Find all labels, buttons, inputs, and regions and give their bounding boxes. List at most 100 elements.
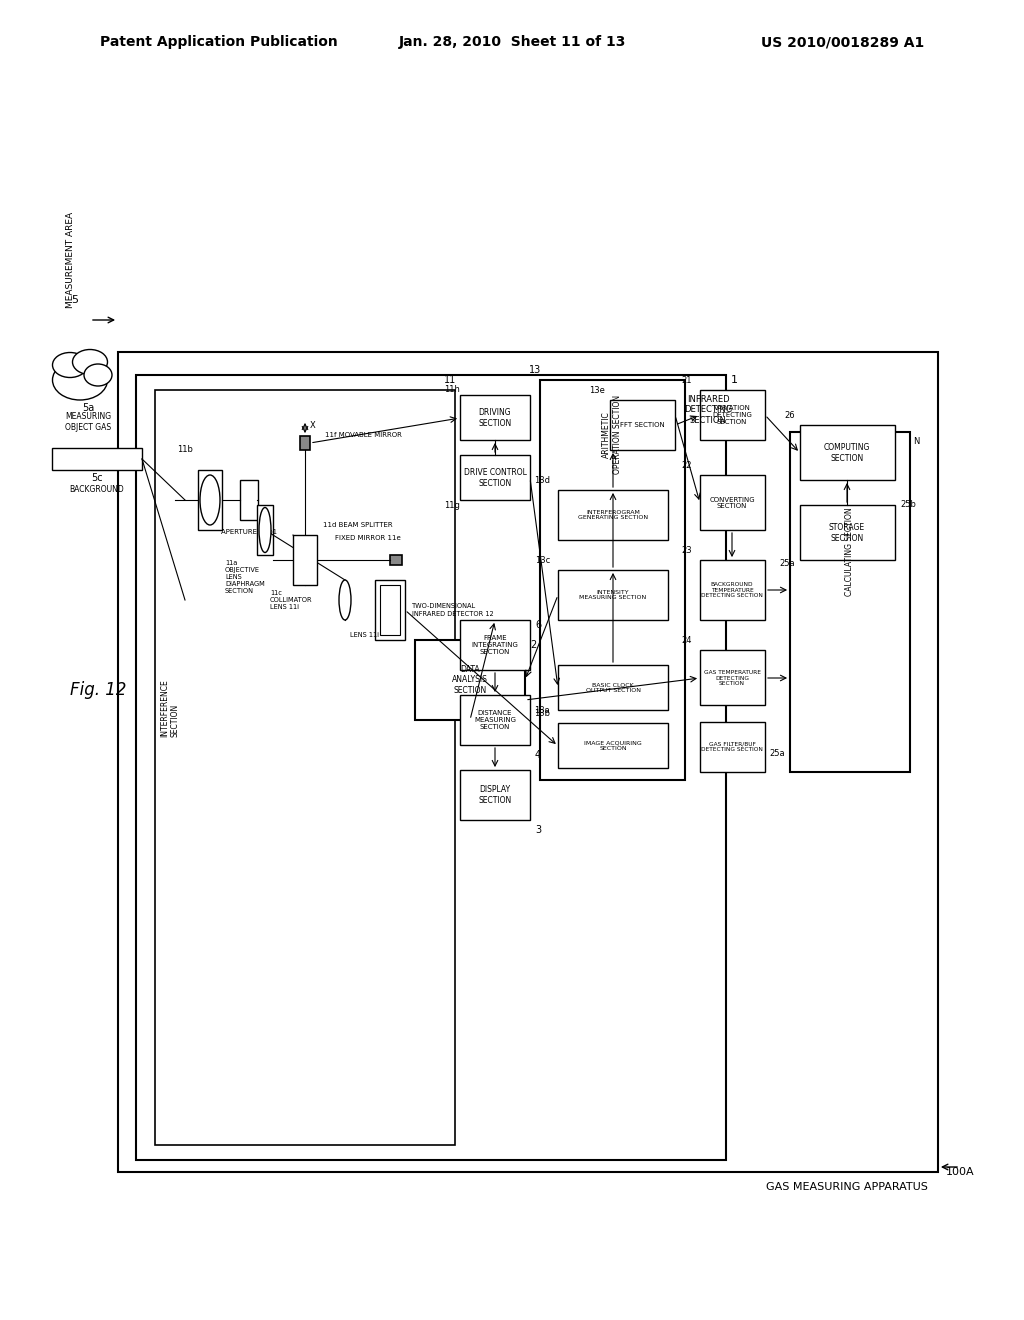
Text: 13e: 13e — [589, 385, 605, 395]
Text: 25a: 25a — [779, 558, 795, 568]
FancyBboxPatch shape — [240, 480, 258, 520]
Text: FRAME
INTEGRATING
SECTION: FRAME INTEGRATING SECTION — [472, 635, 518, 655]
Text: 13c: 13c — [535, 556, 550, 565]
Text: INTERFEROGRAM
GENERATING SECTION: INTERFEROGRAM GENERATING SECTION — [578, 510, 648, 520]
Text: BACKGROUND
TEMPERATURE
DETECTING SECTION: BACKGROUND TEMPERATURE DETECTING SECTION — [701, 582, 763, 598]
FancyBboxPatch shape — [700, 722, 765, 772]
FancyBboxPatch shape — [300, 436, 310, 450]
Text: 24: 24 — [682, 636, 692, 645]
FancyBboxPatch shape — [380, 585, 400, 635]
Ellipse shape — [84, 364, 112, 385]
Text: APERTURE 11b1: APERTURE 11b1 — [221, 529, 278, 535]
FancyBboxPatch shape — [610, 400, 675, 450]
FancyBboxPatch shape — [460, 696, 530, 744]
Text: CALCULATING SECTION: CALCULATING SECTION — [846, 508, 854, 597]
FancyBboxPatch shape — [375, 579, 406, 640]
FancyBboxPatch shape — [558, 665, 668, 710]
FancyBboxPatch shape — [558, 723, 668, 768]
FancyBboxPatch shape — [540, 380, 685, 780]
Text: 22: 22 — [682, 461, 692, 470]
Text: BASIC CLOCK
OUTPUT SECTION: BASIC CLOCK OUTPUT SECTION — [586, 682, 640, 693]
Text: TWO-DIMENSIONAL
INFRARED DETECTOR 12: TWO-DIMENSIONAL INFRARED DETECTOR 12 — [412, 603, 494, 616]
FancyBboxPatch shape — [198, 470, 222, 531]
Text: CONVERTING
SECTION: CONVERTING SECTION — [710, 496, 755, 510]
Text: 4: 4 — [535, 750, 541, 760]
FancyBboxPatch shape — [460, 620, 530, 671]
Text: X: X — [310, 421, 315, 429]
Text: 13d: 13d — [534, 477, 550, 484]
Text: BACKGROUND: BACKGROUND — [70, 486, 124, 495]
Text: FFT SECTION: FFT SECTION — [620, 422, 665, 428]
Text: STORAGE
SECTION: STORAGE SECTION — [829, 523, 865, 543]
Text: 26: 26 — [784, 411, 795, 420]
Text: 5: 5 — [72, 294, 79, 305]
FancyBboxPatch shape — [52, 447, 142, 470]
FancyBboxPatch shape — [460, 455, 530, 500]
Text: 13b: 13b — [534, 709, 550, 718]
FancyBboxPatch shape — [700, 475, 765, 531]
Text: 100A: 100A — [946, 1167, 975, 1177]
Text: DISPLAY
SECTION: DISPLAY SECTION — [478, 785, 512, 805]
FancyBboxPatch shape — [700, 389, 765, 440]
FancyBboxPatch shape — [700, 560, 765, 620]
FancyBboxPatch shape — [460, 770, 530, 820]
Text: N: N — [913, 437, 920, 446]
Text: GAS MEASURING APPARATUS: GAS MEASURING APPARATUS — [766, 1181, 928, 1192]
Text: 11g: 11g — [444, 500, 460, 510]
Text: DATA
ANALYSIS
SECTION: DATA ANALYSIS SECTION — [452, 665, 488, 694]
Text: 3: 3 — [535, 825, 541, 836]
Text: 25a: 25a — [769, 750, 785, 759]
Text: 11a
OBJECTIVE
LENS
DIAPHRAGM
SECTION: 11a OBJECTIVE LENS DIAPHRAGM SECTION — [225, 560, 265, 594]
Text: 23: 23 — [681, 546, 692, 554]
FancyBboxPatch shape — [118, 352, 938, 1172]
Text: 11: 11 — [443, 375, 456, 385]
FancyBboxPatch shape — [136, 375, 726, 1160]
Text: 13: 13 — [528, 366, 541, 375]
Text: GAS FILTER/BUF
DETECTING SECTION: GAS FILTER/BUF DETECTING SECTION — [701, 742, 763, 752]
Text: 11h: 11h — [444, 385, 460, 395]
Text: 11c
COLLIMATOR
LENS 11i: 11c COLLIMATOR LENS 11i — [270, 590, 312, 610]
Text: MEASUREMENT AREA: MEASUREMENT AREA — [66, 213, 75, 308]
FancyBboxPatch shape — [558, 570, 668, 620]
Text: ARITHMETIC
OPERATION SECTION: ARITHMETIC OPERATION SECTION — [602, 395, 622, 474]
Text: LENS 11i: LENS 11i — [350, 632, 379, 638]
Text: INFRARED
DETECTING
SECTION: INFRARED DETECTING SECTION — [684, 395, 732, 425]
Text: VARIATION
DETECTING
SECTION: VARIATION DETECTING SECTION — [712, 405, 752, 425]
Ellipse shape — [200, 475, 220, 525]
Ellipse shape — [73, 350, 108, 375]
Text: 11f MOVABLE MIRROR: 11f MOVABLE MIRROR — [325, 432, 401, 438]
FancyBboxPatch shape — [800, 506, 895, 560]
FancyBboxPatch shape — [415, 640, 525, 719]
FancyBboxPatch shape — [390, 554, 402, 565]
FancyBboxPatch shape — [700, 649, 765, 705]
FancyBboxPatch shape — [800, 425, 895, 480]
Text: GAS TEMPERATURE
DETECTING
SECTION: GAS TEMPERATURE DETECTING SECTION — [703, 669, 761, 686]
Text: 11d BEAM SPLITTER: 11d BEAM SPLITTER — [323, 521, 392, 528]
Text: 5c: 5c — [91, 473, 102, 483]
FancyBboxPatch shape — [790, 432, 910, 772]
FancyBboxPatch shape — [155, 389, 455, 1144]
Text: MEASURING
OBJECT GAS: MEASURING OBJECT GAS — [65, 412, 111, 432]
Text: FIXED MIRROR 11e: FIXED MIRROR 11e — [335, 535, 400, 541]
Text: 2: 2 — [530, 640, 537, 649]
Ellipse shape — [259, 507, 271, 553]
Text: Patent Application Publication: Patent Application Publication — [100, 36, 338, 49]
Text: IMAGE ACQUIRING
SECTION: IMAGE ACQUIRING SECTION — [584, 741, 642, 751]
Text: Jan. 28, 2010  Sheet 11 of 13: Jan. 28, 2010 Sheet 11 of 13 — [398, 36, 626, 49]
Ellipse shape — [52, 360, 108, 400]
Text: 21: 21 — [682, 376, 692, 385]
Text: US 2010/0018289 A1: US 2010/0018289 A1 — [761, 36, 924, 49]
Ellipse shape — [339, 579, 351, 620]
Ellipse shape — [52, 352, 87, 378]
Text: Fig. 12: Fig. 12 — [70, 681, 127, 700]
Text: INTERFERENCE
SECTION: INTERFERENCE SECTION — [160, 678, 179, 737]
FancyBboxPatch shape — [460, 395, 530, 440]
Text: 6: 6 — [535, 620, 541, 630]
Text: DISTANCE
MEASURING
SECTION: DISTANCE MEASURING SECTION — [474, 710, 516, 730]
Text: 25b: 25b — [900, 500, 915, 510]
Text: 5a: 5a — [82, 403, 94, 413]
Text: COMPUTING
SECTION: COMPUTING SECTION — [824, 444, 870, 463]
Text: INTENSITY
MEASURING SECTION: INTENSITY MEASURING SECTION — [580, 590, 646, 601]
Text: 11b: 11b — [177, 446, 193, 454]
Text: 13a: 13a — [535, 706, 550, 715]
